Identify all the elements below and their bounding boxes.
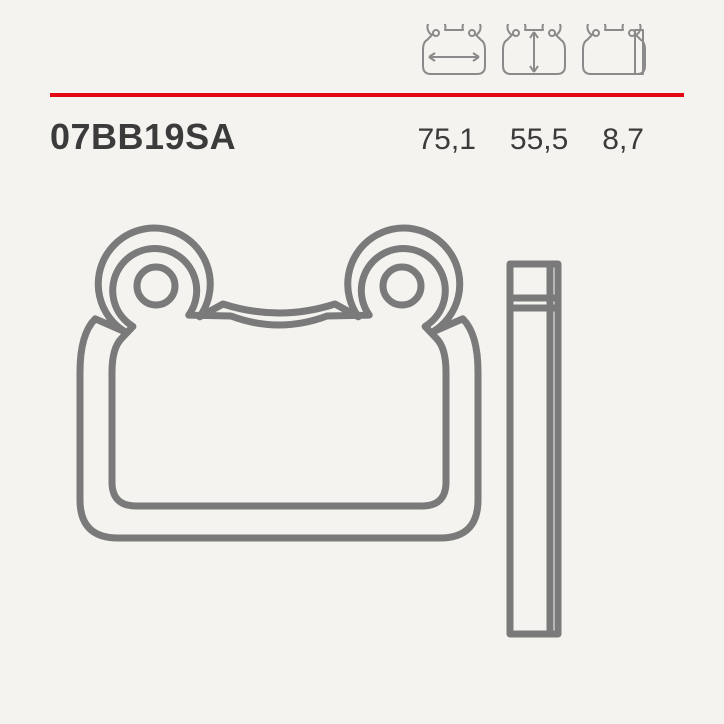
part-number: 07BB19SA — [50, 116, 236, 158]
header: 07BB19SA 75,1 55,5 8,7 — [0, 24, 724, 134]
front-view — [80, 228, 478, 538]
width-thumb — [419, 24, 489, 78]
dim-thickness: 8,7 — [602, 123, 644, 157]
technical-drawing — [40, 178, 680, 688]
accent-rule — [50, 84, 684, 88]
dim-height: 55,5 — [510, 123, 568, 157]
dim-width: 75,1 — [418, 123, 476, 157]
label-row: 07BB19SA 75,1 55,5 8,7 — [50, 116, 684, 158]
thickness-thumb — [579, 24, 649, 78]
dimension-values: 75,1 55,5 8,7 — [418, 123, 685, 157]
dimension-thumbnails — [419, 24, 649, 78]
height-thumb — [499, 24, 569, 78]
side-view — [510, 264, 558, 634]
